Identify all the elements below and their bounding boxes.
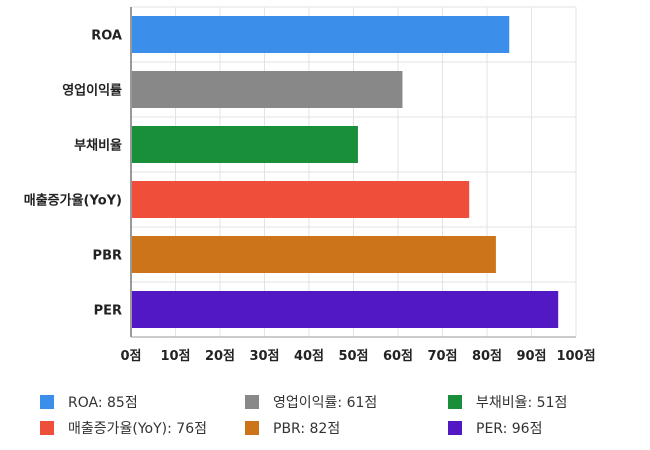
- legend-swatch: [448, 395, 462, 409]
- legend-swatch: [40, 421, 54, 435]
- legend-label: 매출증가율(YoY): 76점: [68, 421, 207, 437]
- y-category-label: PBR: [93, 249, 122, 264]
- x-tick-label: 60점: [383, 349, 413, 364]
- x-tick-label: 30점: [249, 349, 279, 364]
- x-tick-label: 20점: [205, 349, 235, 364]
- legend-item-roa[interactable]: ROA: 85점: [40, 392, 138, 412]
- bar-chart: 0점 10점 20점 30점 40점 50점 60점 70점 80점 90점 100점 ROA 영업이익…: [24, 6, 596, 364]
- legend-swatch: [245, 395, 259, 409]
- y-category-label: PER: [94, 304, 122, 319]
- x-tick-label: 70점: [427, 349, 457, 364]
- legend-label: 부채비율: 51점: [476, 395, 568, 411]
- y-category-label: 부채비율: [74, 138, 122, 154]
- bar: [132, 236, 496, 273]
- x-tick-label: 0점: [120, 349, 141, 364]
- x-tick-label: 10점: [160, 349, 190, 364]
- legend-swatch: [448, 421, 462, 435]
- legend-item-debt-ratio[interactable]: 부채비율: 51점: [448, 392, 567, 412]
- bar: [132, 291, 559, 328]
- legend-label: PBR: 82점: [273, 421, 341, 437]
- legend-item-per[interactable]: PER: 96점: [448, 418, 542, 438]
- legend: ROA: 85점 영업이익률: 61점 부채비율: 51점 매출증가율(YoY)…: [40, 390, 640, 446]
- legend-item-pbr[interactable]: PBR: 82점: [245, 418, 340, 438]
- x-tick-label: 50점: [338, 349, 368, 364]
- x-tick-label: 90점: [516, 349, 546, 364]
- y-category-label: 매출증가율(YoY): [24, 193, 122, 209]
- x-tick-label: 80점: [472, 349, 502, 364]
- bar: [132, 16, 510, 53]
- legend-swatch: [245, 421, 259, 435]
- legend-swatch: [40, 395, 54, 409]
- bar: [132, 71, 403, 108]
- legend-label: ROA: 85점: [68, 395, 138, 411]
- legend-label: 영업이익률: 61점: [273, 395, 378, 411]
- x-tick-label: 100점: [556, 349, 595, 364]
- legend-item-operating-margin[interactable]: 영업이익률: 61점: [245, 392, 377, 412]
- x-tick-label: 40점: [294, 349, 324, 364]
- legend-label: PER: 96점: [476, 421, 543, 437]
- y-category-label: 영업이익률: [62, 83, 122, 99]
- legend-item-revenue-growth[interactable]: 매출증가율(YoY): 76점: [40, 418, 207, 438]
- y-category-label: ROA: [91, 29, 122, 44]
- bar: [132, 126, 358, 163]
- bar: [132, 181, 470, 218]
